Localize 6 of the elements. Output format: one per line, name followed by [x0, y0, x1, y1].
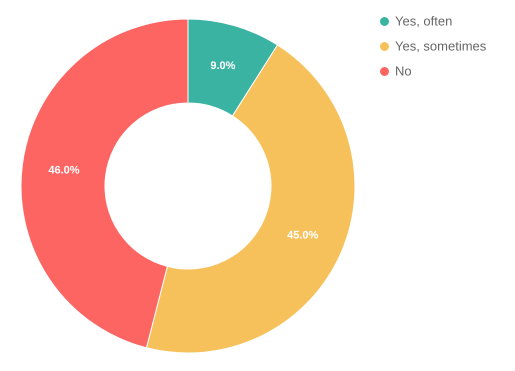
data-label: 9.0%: [210, 60, 236, 72]
legend-label: Yes, often: [395, 14, 452, 28]
data-label: 46.0%: [48, 164, 80, 176]
legend-label: No: [395, 64, 412, 78]
data-label: 45.0%: [287, 230, 319, 242]
legend-label: Yes, sometimes: [395, 38, 487, 54]
